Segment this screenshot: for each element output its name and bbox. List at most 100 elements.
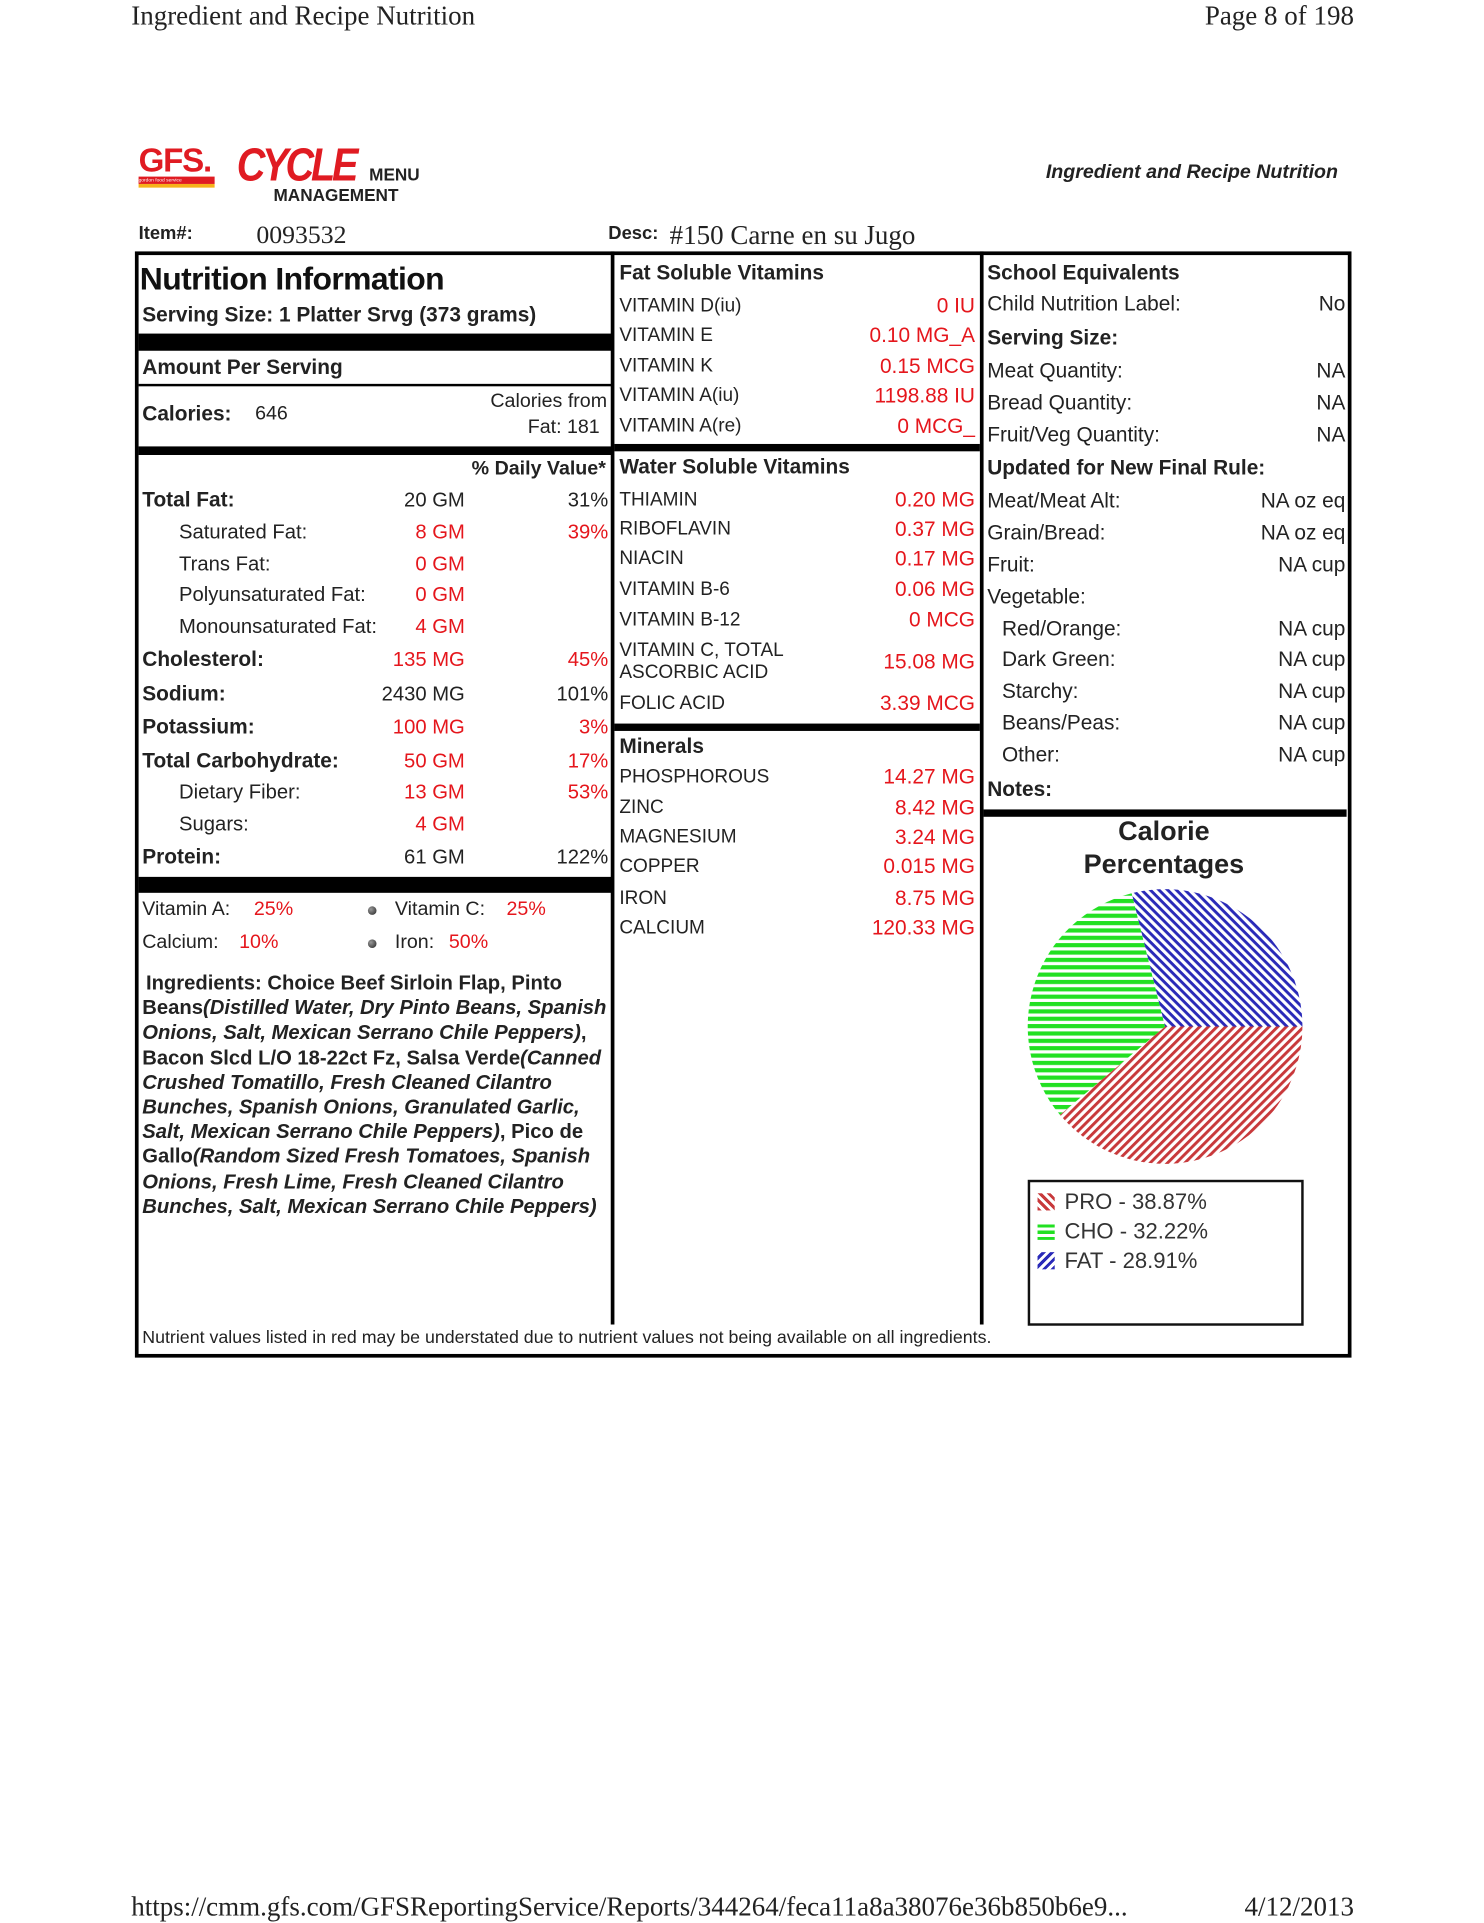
calories-value: 646 xyxy=(255,403,288,425)
ingredient-segment: (Distilled Water, Dry Pinto Beans, Spani… xyxy=(142,997,607,1045)
final-rule-value: NA oz eq xyxy=(1260,489,1346,513)
management-logo-text: MANAGEMENT xyxy=(273,185,399,205)
calories-from-fat-line2: Fat: 181 xyxy=(527,416,600,438)
vitamin-name: ZINC xyxy=(619,797,664,819)
ingredients-label: Ingredients: xyxy=(145,972,262,995)
school-serving-value: NA xyxy=(1316,423,1346,447)
vitamin-name: FOLIC ACID xyxy=(619,692,725,714)
nutrient-amount: 0 GM xyxy=(415,553,465,576)
nutrient-amount: 135 MG xyxy=(392,648,465,671)
ingredient-segment: Choice Beef Sirloin Flap, Pinto Beans xyxy=(142,972,562,1020)
nutrient-name: Dietary Fiber: xyxy=(179,781,301,804)
nutrient-amount: 2430 MG xyxy=(381,683,465,706)
final-rule-name: Dark Green: xyxy=(1001,647,1116,671)
nutrient-name: Polyunsaturated Fat: xyxy=(179,583,366,606)
vitamin-value: 3.24 MG xyxy=(895,825,975,849)
legend-label: PRO - 38.87% xyxy=(1064,1189,1207,1215)
nutrient-name: Trans Fat: xyxy=(179,553,271,576)
final-rule-name: Starchy: xyxy=(1001,679,1079,703)
final-rule-value: NA cup xyxy=(1278,743,1346,767)
daily-value-header: % Daily Value* xyxy=(471,458,606,480)
nutrient-name: Total Fat: xyxy=(142,488,235,512)
vitamin-value: 0.06 MG xyxy=(895,577,975,601)
footnote: Nutrient values listed in red may be und… xyxy=(142,1328,992,1348)
nutrient-name: Potassium: xyxy=(142,714,255,739)
school-serving-value: NA xyxy=(1316,391,1346,415)
nutrition-info-heading: Nutrition Information xyxy=(139,259,445,297)
nutrient-daily-value: 17% xyxy=(567,750,609,773)
final-rule-name: Fruit: xyxy=(987,553,1035,577)
nutrient-daily-value: 45% xyxy=(567,648,609,671)
final-rule-name: Red/Orange: xyxy=(1001,616,1122,641)
vitamin-name: IRON xyxy=(619,887,667,909)
menu-logo-text: MENU xyxy=(369,164,420,184)
nutrient-daily-value: 101% xyxy=(556,683,609,706)
serving-size: Serving Size: 1 Platter Srvg (373 grams) xyxy=(142,302,537,327)
page-header-title: Ingredient and Recipe Nutrition xyxy=(131,0,476,31)
legend-label: CHO - 32.22% xyxy=(1064,1219,1209,1244)
calorie-pie-chart xyxy=(1027,889,1303,1164)
final-rule-heading: Updated for New Final Rule: xyxy=(987,456,1266,480)
iron-label: Iron: xyxy=(394,932,435,953)
fat-soluble-heading: Fat Soluble Vitamins xyxy=(619,261,825,285)
vitamin-name: COPPER xyxy=(619,856,700,877)
ingredient-segment: , Pico de Gallo xyxy=(142,1121,584,1169)
water-soluble-heading: Water Soluble Vitamins xyxy=(619,454,850,479)
page-footer-url[interactable]: https://cmm.gfs.com/GFSReportingService/… xyxy=(131,1891,1128,1922)
legend-label: FAT - 28.91% xyxy=(1064,1248,1198,1274)
vitamin-name: PHOSPHOROUS xyxy=(619,766,770,788)
vitamin-value: 120.33 MG xyxy=(871,916,975,940)
vitamin-value: 8.75 MG xyxy=(895,886,975,910)
gfs-logo-text: GFS. xyxy=(138,142,213,180)
legend-item: FAT - 28.91% xyxy=(1037,1246,1209,1275)
legend-swatch-icon xyxy=(1037,1252,1055,1270)
ingredient-segment: , Bacon Slcd L/O 18-22ct Fz, Salsa Verde xyxy=(142,1022,587,1069)
final-rule-name: Grain/Bread: xyxy=(987,521,1106,545)
chart-title: Calorie Percentages xyxy=(981,814,1346,880)
gfs-logo-sub: gordon food service xyxy=(138,176,215,184)
final-rule-value: NA oz eq xyxy=(1260,521,1346,545)
vitamin-name: VITAMIN E xyxy=(619,324,713,346)
vitamin-value: 0 IU xyxy=(936,294,975,318)
vitamin-name-cont: ASCORBIC ACID xyxy=(619,662,769,684)
nutrient-amount: 100 MG xyxy=(392,716,465,739)
school-serving-name: Meat Quantity: xyxy=(987,359,1123,383)
final-rule-name: Other: xyxy=(1001,743,1060,767)
vitamin-value: 14.27 MG xyxy=(883,765,975,789)
chart-legend: PRO - 38.87% CHO - 32.22% FAT - 28.91% xyxy=(1027,1179,1304,1326)
nutrient-amount: 13 GM xyxy=(404,781,465,804)
school-equivalents-heading: School Equivalents xyxy=(987,261,1180,285)
vitamin-name: VITAMIN C, TOTAL xyxy=(619,640,784,662)
nutrient-daily-value: 122% xyxy=(556,846,609,869)
nutrient-amount: 20 GM xyxy=(404,489,465,512)
nutrient-amount: 50 GM xyxy=(404,750,465,773)
nutrient-daily-value: 3% xyxy=(579,716,609,739)
pie-slice-cho xyxy=(1027,893,1166,1115)
child-nutrition-value: No xyxy=(1318,291,1346,316)
nutrient-name: Cholesterol: xyxy=(142,647,264,671)
item-number: 0093532 xyxy=(256,219,347,249)
nutrient-name: Protein: xyxy=(142,844,222,869)
nutrient-amount: 4 GM xyxy=(415,813,465,836)
legend-item: PRO - 38.87% xyxy=(1037,1187,1209,1216)
page-footer-date: 4/12/2013 xyxy=(1244,1891,1354,1922)
nutrient-amount: 61 GM xyxy=(404,846,465,869)
ingredients-text: Ingredients: Choice Beef Sirloin Flap, P… xyxy=(142,971,610,1219)
nutrient-amount: 4 GM xyxy=(415,615,465,638)
vitamin-a-value: 25% xyxy=(253,898,294,920)
gfs-cycle-menu-logo: GFS. gordon food service CYCLE MENU MANA… xyxy=(138,140,439,208)
final-rule-value: NA cup xyxy=(1278,711,1346,735)
final-rule-value: NA cup xyxy=(1278,616,1346,641)
vitamin-name: RIBOFLAVIN xyxy=(619,518,731,540)
vitamin-c-label: Vitamin C: xyxy=(394,898,486,920)
vitamin-value: 0.015 MG xyxy=(883,854,975,879)
page-number: Page 8 of 198 xyxy=(1204,0,1354,31)
calories-from-fat-line1: Calories from xyxy=(490,391,608,413)
vitamin-value: 0 MCG_ xyxy=(897,414,975,438)
nutrient-daily-value: 53% xyxy=(567,781,609,804)
vitamin-value: 0 MCG xyxy=(908,608,975,632)
vitamin-value: 0.17 MG xyxy=(895,546,975,571)
vitamin-c-value: 25% xyxy=(506,898,546,920)
nutrient-amount: 0 GM xyxy=(415,583,465,606)
vitamin-name: VITAMIN A(re) xyxy=(619,415,742,437)
